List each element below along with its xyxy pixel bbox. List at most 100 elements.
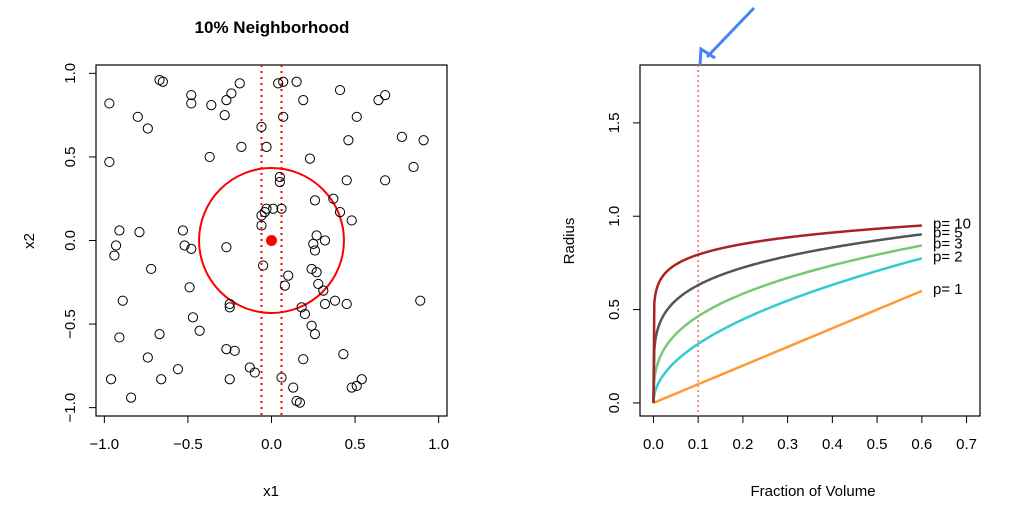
scatter-point xyxy=(224,374,235,385)
line-x-label: Fraction of Volume xyxy=(750,483,875,500)
scatter-point xyxy=(256,220,267,231)
scatter-x-tick-label: −1.0 xyxy=(90,436,120,453)
scatter-point xyxy=(206,100,217,111)
scatter-point xyxy=(380,175,391,186)
series-line-p3 xyxy=(652,244,923,403)
scatter-point xyxy=(291,76,302,87)
scatter-x-axis: −1.0 −0.5 0.0 0.5 1.0 xyxy=(90,415,449,453)
scatter-point xyxy=(132,111,143,122)
scatter-point xyxy=(418,135,429,146)
series-label-p10: p= 10 xyxy=(933,216,971,233)
scatter-point xyxy=(146,263,157,275)
scatter-point xyxy=(134,227,145,238)
series-line-p1 xyxy=(652,289,923,405)
scatter-point xyxy=(274,171,285,183)
line-y-axis: 0.0 0.5 1.0 1.5 xyxy=(606,112,641,414)
scatter-point xyxy=(172,364,183,375)
scatter-point xyxy=(294,397,306,408)
scatter-point xyxy=(236,141,247,152)
scatter-point xyxy=(318,285,329,296)
scatter-point xyxy=(309,329,321,340)
arrow-head xyxy=(698,46,716,66)
scatter-overlay xyxy=(198,65,345,416)
scatter-y-tick-label: −0.5 xyxy=(62,309,79,339)
scatter-point xyxy=(110,240,122,251)
line-series-group xyxy=(652,224,923,405)
scatter-point xyxy=(299,308,311,320)
scatter-point xyxy=(109,250,120,261)
scatter-point xyxy=(177,225,189,236)
scatter-point xyxy=(221,95,232,106)
scatter-point xyxy=(126,392,137,403)
scatter-point xyxy=(319,235,331,246)
series-line-p2 xyxy=(652,257,923,404)
arrow-shaft xyxy=(705,6,756,59)
scatter-point xyxy=(373,95,384,106)
series-line-p5 xyxy=(652,233,922,403)
series-label-p3: p= 3 xyxy=(933,235,963,252)
line-y-tick-label: 1.0 xyxy=(606,206,623,227)
scatter-point xyxy=(104,156,115,168)
scatter-y-tick-label: −1.0 xyxy=(62,393,79,423)
scatter-point xyxy=(229,345,240,356)
scatter-point xyxy=(234,78,245,89)
scatter-points xyxy=(104,74,429,408)
scatter-point xyxy=(224,298,235,310)
scatter-x-label: x1 xyxy=(263,483,279,500)
line-y-tick-label: 0.0 xyxy=(606,393,623,414)
scatter-point xyxy=(117,295,128,306)
scatter-title: 10% Neighborhood xyxy=(195,18,350,37)
line-x-tick-label: 0.4 xyxy=(822,436,843,453)
scatter-point xyxy=(334,206,346,218)
scatter-point xyxy=(105,374,117,385)
scatter-point xyxy=(341,298,352,310)
scatter-point xyxy=(346,382,357,393)
scatter-point xyxy=(194,325,205,336)
scatter-y-tick-label: 1.0 xyxy=(62,63,79,84)
scatter-point xyxy=(273,78,284,89)
scatter-point xyxy=(221,242,232,253)
line-x-tick-label: 0.0 xyxy=(643,436,664,453)
line-x-tick-label: 0.3 xyxy=(777,436,798,453)
scatter-point xyxy=(319,298,331,310)
scatter-point xyxy=(296,302,307,313)
line-y-label: Radius xyxy=(561,218,578,265)
scatter-point xyxy=(268,203,279,214)
series-line-p10 xyxy=(652,224,922,403)
line-x-tick-label: 0.6 xyxy=(911,436,932,453)
line-chart: 0.0 0.1 0.2 0.3 0.4 0.5 0.6 0.7 0.0 0.5 1.0 1.5 p=… xyxy=(561,6,981,500)
scatter-point xyxy=(288,382,299,393)
series-label-p1: p= 1 xyxy=(933,281,963,298)
scatter-point xyxy=(276,203,287,214)
scatter-point xyxy=(221,344,232,355)
scatter-point xyxy=(346,215,357,226)
scatter-point xyxy=(415,295,426,306)
scatter-point xyxy=(380,89,391,101)
scatter-x-tick-label: 0.5 xyxy=(345,436,366,453)
line-y-tick-label: 0.5 xyxy=(606,299,623,320)
scatter-point xyxy=(334,84,346,96)
scatter-point xyxy=(184,282,195,293)
line-x-tick-label: 0.7 xyxy=(956,436,977,453)
scatter-point xyxy=(224,302,235,313)
scatter-point xyxy=(114,332,125,343)
scatter-point xyxy=(313,278,324,290)
line-x-tick-label: 0.1 xyxy=(688,436,709,453)
scatter-point xyxy=(278,111,289,122)
scatter-point xyxy=(308,238,319,249)
target-point xyxy=(266,235,277,246)
series-label-p5: p= 5 xyxy=(933,224,963,241)
scatter-point xyxy=(186,98,197,109)
arrow-indicator xyxy=(698,6,756,66)
scatter-point xyxy=(157,76,168,87)
series-label-p2: p= 2 xyxy=(933,248,963,265)
scatter-point xyxy=(244,362,255,373)
scatter-point xyxy=(186,243,197,254)
neighborhood-circle xyxy=(198,167,345,314)
scatter-point xyxy=(279,280,290,291)
scatter-point xyxy=(274,176,285,188)
scatter-point xyxy=(396,131,407,142)
line-series-labels: p= 1 p= 2p= 3p= 5p= 10 xyxy=(933,216,971,298)
scatter-y-label: x2 xyxy=(21,233,38,249)
